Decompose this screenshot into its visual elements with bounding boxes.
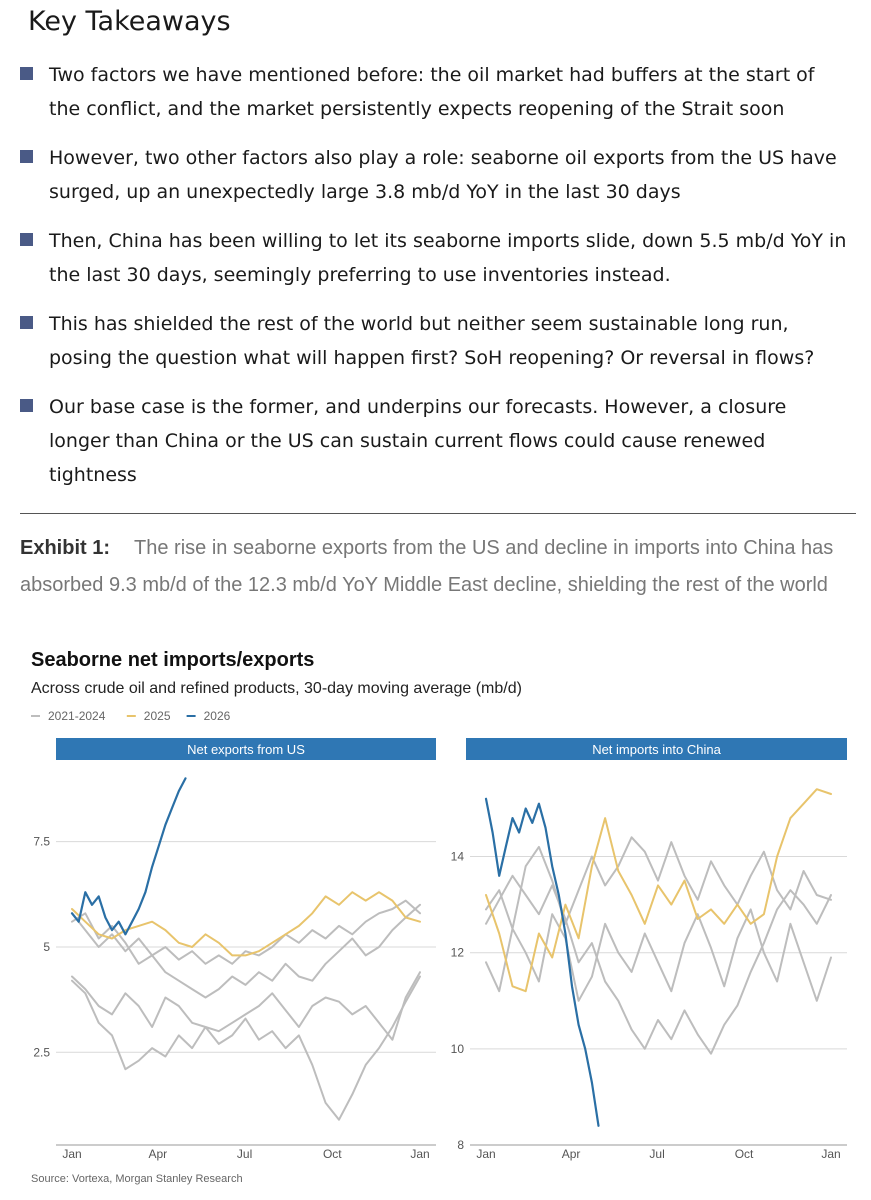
bullet-square-icon <box>20 233 33 246</box>
takeaway-text: This has shielded the rest of the world … <box>49 313 815 369</box>
exhibit-caption-text: The rise in seaborne exports from the US… <box>20 537 834 596</box>
takeaway-bullet: This has shielded the rest of the world … <box>20 307 850 375</box>
panel-china-imports: Net imports into China 8 10 12 14 Jan Apr Jul Oc… <box>451 738 847 1161</box>
exhibit-caption: Exhibit 1: The rise in seaborne exports f… <box>20 530 860 604</box>
series-line-2026 <box>70 777 187 936</box>
series-line-2025 <box>485 788 832 993</box>
panel-title: Net imports into China <box>592 742 721 757</box>
takeaway-text: Then, China has been willing to let its … <box>49 230 847 286</box>
y-tick-label: 7.5 <box>33 835 50 849</box>
y-tick-label: 14 <box>451 850 465 864</box>
series-line-2021-2024 <box>71 975 421 1121</box>
x-tick-label: Jan <box>410 1147 429 1161</box>
chart-source: Source: Vortexa, Morgan Stanley Research <box>31 1173 243 1185</box>
takeaway-bullet: Two factors we have mentioned before: th… <box>20 58 850 126</box>
panel-us-exports: Net exports from US 2.5 5 7.5 Jan Apr Jul Oct Ja… <box>33 738 436 1161</box>
x-tick-label: Oct <box>735 1147 754 1161</box>
panel-header-bar <box>56 738 436 760</box>
x-tick-label: Oct <box>323 1147 342 1161</box>
y-tick-label: 12 <box>451 946 465 960</box>
takeaway-text: However, two other factors also play a r… <box>49 147 837 203</box>
y-tick-label: 10 <box>451 1042 465 1056</box>
takeaway-text: Our base case is the former, and underpi… <box>49 396 787 486</box>
legend-label: 2025 <box>144 709 171 723</box>
section-divider <box>20 513 856 514</box>
series-line-2021-2024 <box>71 899 421 965</box>
bullet-square-icon <box>20 399 33 412</box>
legend-label: 2021-2024 <box>48 709 106 723</box>
panel-header-bar <box>466 738 847 760</box>
x-tick-label: Jul <box>237 1147 252 1161</box>
chart-legend: 2021-2024 2025 2026 <box>31 709 231 723</box>
series-line-2021-2024 <box>485 874 832 1055</box>
panel-title: Net exports from US <box>187 742 305 757</box>
chart-title: Seaborne net imports/exports <box>31 649 315 671</box>
x-tick-label: Jan <box>821 1147 840 1161</box>
takeaway-bullet: However, two other factors also play a r… <box>20 141 850 209</box>
series-line-2026 <box>484 797 600 1127</box>
takeaway-bullet: Then, China has been willing to let its … <box>20 224 850 292</box>
bullet-square-icon <box>20 67 33 80</box>
legend-label: 2026 <box>204 709 231 723</box>
x-tick-label: Apr <box>148 1147 167 1161</box>
series-line-2025 <box>71 891 421 957</box>
takeaway-bullet: Our base case is the former, and underpi… <box>20 390 850 492</box>
x-tick-label: Jan <box>476 1147 495 1161</box>
exhibit-label: Exhibit 1: <box>20 537 111 559</box>
page-title: Key Takeaways <box>28 6 231 37</box>
chart-subtitle: Across crude oil and refined products, 3… <box>31 680 522 697</box>
series-line-2021-2024 <box>71 903 421 999</box>
bullet-square-icon <box>20 150 33 163</box>
chart-figure: 2021-2024 2025 2026 Net exports from US 2.5… <box>31 709 847 1185</box>
x-tick-label: Jan <box>62 1147 81 1161</box>
takeaway-text: Two factors we have mentioned before: th… <box>49 64 815 120</box>
series-line-2021-2024 <box>485 908 832 1002</box>
x-tick-label: Jul <box>649 1147 664 1161</box>
y-tick-label: 5 <box>43 940 50 954</box>
x-tick-label: Apr <box>562 1147 581 1161</box>
y-tick-label: 2.5 <box>33 1045 50 1059</box>
series-line-2021-2024 <box>71 971 421 1041</box>
y-tick-label: 8 <box>457 1138 464 1152</box>
bullet-square-icon <box>20 316 33 329</box>
